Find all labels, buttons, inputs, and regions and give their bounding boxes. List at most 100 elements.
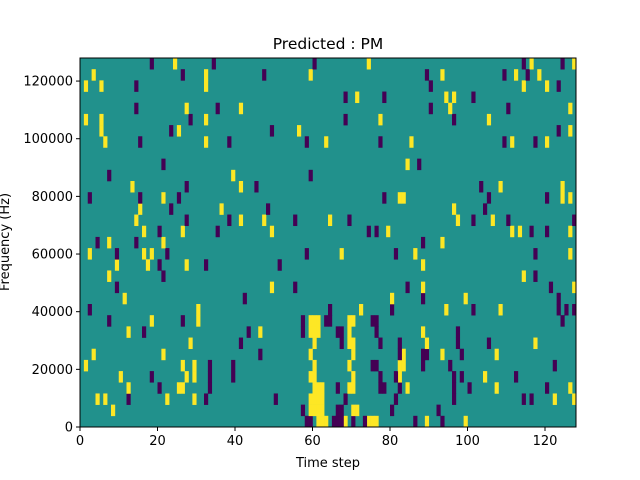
heatmap-cell-low bbox=[556, 80, 561, 92]
heatmap-cell-low bbox=[382, 192, 387, 204]
heatmap-cell-high bbox=[188, 337, 193, 350]
y-axis: 0 20000 40000 60000 80000 100000 120000 bbox=[23, 75, 80, 436]
heatmap-cell-low bbox=[452, 113, 457, 126]
heatmap-cell-low bbox=[452, 371, 457, 383]
heatmap-cell-high bbox=[316, 326, 321, 338]
heatmap-cell-low bbox=[424, 348, 430, 361]
heatmap-cell-high bbox=[529, 58, 534, 70]
heatmap-cell-high bbox=[560, 181, 565, 193]
heatmap-cell-low bbox=[138, 192, 143, 204]
heatmap-cell-low bbox=[564, 304, 569, 316]
heatmap-cell-high bbox=[521, 270, 526, 282]
heatmap-cell-high bbox=[545, 136, 550, 148]
heatmap-cell-low bbox=[351, 415, 356, 428]
heatmap-cell-high bbox=[463, 292, 468, 305]
heatmap-cell-high bbox=[83, 113, 89, 126]
heatmap-cell-low bbox=[343, 393, 348, 405]
heatmap-cell-low bbox=[382, 91, 387, 104]
heatmap-cell-low bbox=[142, 326, 147, 338]
y-tick-label: 80000 bbox=[32, 190, 73, 205]
heatmap-cell-high bbox=[343, 415, 348, 428]
heatmap-cell-low bbox=[266, 203, 271, 215]
heatmap-cell-low bbox=[308, 415, 313, 428]
heatmap-cell-high bbox=[572, 281, 577, 294]
heatmap-cell-high bbox=[405, 382, 410, 394]
heatmap-cell-low bbox=[254, 181, 259, 193]
heatmap-cell-low bbox=[428, 102, 433, 115]
heatmap-cell-low bbox=[421, 359, 426, 372]
heatmap-cell-high bbox=[180, 359, 185, 372]
heatmap-cell-low bbox=[107, 315, 112, 327]
heatmap-cell-high bbox=[490, 214, 495, 227]
heatmap-cell-high bbox=[316, 415, 321, 428]
heatmap-cell-high bbox=[180, 225, 185, 238]
heatmap-cell-low bbox=[421, 348, 426, 361]
heatmap-cell-low bbox=[502, 136, 507, 148]
heatmap-cell-high bbox=[180, 382, 185, 394]
heatmap-cell-high bbox=[269, 225, 275, 238]
heatmap-cell-high bbox=[149, 248, 154, 260]
heatmap-cell-low bbox=[308, 169, 313, 182]
heatmap-cell-high bbox=[312, 371, 317, 383]
heatmap-cell-low bbox=[339, 326, 344, 338]
heatmap-cell-low bbox=[374, 326, 379, 338]
heatmap-cell-low bbox=[269, 125, 275, 137]
heatmap-cell-low bbox=[448, 359, 453, 372]
heatmap-cell-high bbox=[390, 292, 395, 305]
heatmap-cell-high bbox=[510, 136, 515, 148]
heatmap-cell-high bbox=[316, 404, 321, 417]
heatmap-cell-high bbox=[320, 404, 325, 417]
heatmap-cell-high bbox=[87, 248, 92, 260]
heatmap-cell-low bbox=[312, 58, 317, 70]
heatmap-cell-low bbox=[393, 248, 399, 260]
y-tick-label: 0 bbox=[65, 421, 73, 436]
heatmap-cell-high bbox=[421, 326, 426, 338]
heatmap-cell-high bbox=[324, 136, 329, 148]
heatmap-cell-low bbox=[87, 192, 92, 204]
heatmap-cell-high bbox=[95, 393, 100, 405]
heatmap-cell-low bbox=[471, 214, 476, 227]
heatmap-cell-low bbox=[138, 136, 143, 148]
heatmap-cell-high bbox=[347, 315, 352, 327]
heatmap-cell-low bbox=[335, 404, 340, 417]
heatmap-cell-high bbox=[413, 248, 418, 260]
heatmap-cell-high bbox=[397, 192, 402, 204]
heatmap-cell-high bbox=[258, 326, 263, 338]
heatmap-cell-low bbox=[545, 225, 550, 238]
heatmap-cell-low bbox=[533, 270, 538, 282]
heatmap-cell-high bbox=[351, 337, 356, 350]
heatmap-cell-high bbox=[176, 125, 182, 137]
x-axis: 0 20 40 60 80 100 120 bbox=[76, 427, 557, 449]
heatmap-cell-high bbox=[440, 348, 445, 361]
heatmap-cell-high bbox=[184, 102, 189, 115]
heatmap-cell-low bbox=[343, 113, 348, 126]
heatmap-cell-low bbox=[521, 58, 526, 70]
heatmap-cell-low bbox=[169, 125, 174, 137]
heatmap-cell-low bbox=[157, 259, 162, 271]
heatmap-cell-low bbox=[215, 102, 220, 115]
heatmap-cell-low bbox=[471, 91, 476, 104]
heatmap-cell-low bbox=[188, 113, 193, 126]
heatmap-cell-high bbox=[424, 337, 430, 350]
heatmap-cell-high bbox=[103, 393, 108, 405]
heatmap-cell-low bbox=[238, 337, 244, 350]
heatmap-cell-high bbox=[91, 348, 96, 361]
heatmap-cell-low bbox=[486, 192, 492, 204]
heatmap-cell-low bbox=[560, 58, 565, 70]
heatmap-cell-high bbox=[386, 225, 391, 238]
heatmap-cell-low bbox=[157, 225, 162, 238]
heatmap-cell-high bbox=[165, 393, 170, 405]
y-tick-label: 20000 bbox=[32, 363, 73, 378]
y-tick-label: 120000 bbox=[23, 75, 73, 90]
heatmap-cell-high bbox=[316, 315, 321, 327]
heatmap-cell-low bbox=[339, 404, 344, 417]
heatmap-cell-high bbox=[161, 236, 166, 249]
heatmap-cell-high bbox=[99, 113, 104, 126]
heatmap-cell-low bbox=[374, 315, 379, 327]
x-axis-label: Time step bbox=[295, 456, 360, 471]
heatmap-cell-low bbox=[87, 304, 92, 316]
heatmap-cell-high bbox=[351, 404, 356, 417]
heatmap-cell-low bbox=[169, 203, 174, 215]
heatmap-cell-high bbox=[297, 125, 302, 137]
heatmap-cell-high bbox=[312, 315, 317, 327]
